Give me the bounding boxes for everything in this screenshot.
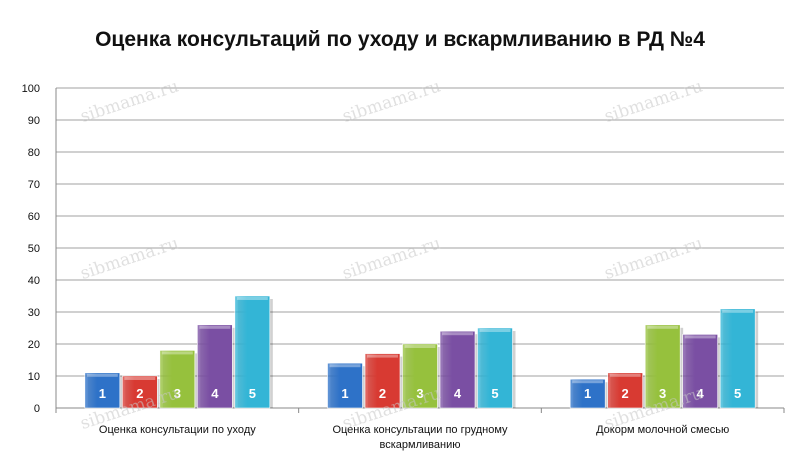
bar-labels: 1 2 3 4 5 1 2 3 4 5 1 2 3 4 5 (99, 386, 742, 401)
bar (197, 324, 233, 409)
bar-highlight (236, 297, 268, 300)
bar-highlight (161, 351, 193, 355)
bar (84, 372, 121, 409)
bar-highlight (609, 373, 641, 377)
bar (477, 327, 513, 409)
bar-highlight (329, 364, 361, 368)
y-tick-label: 80 (28, 147, 40, 159)
bar (569, 378, 606, 409)
bar-highlight (647, 325, 679, 329)
bar-highlight (442, 332, 473, 336)
bar-highlight (479, 329, 511, 332)
bar-highlight (684, 335, 716, 339)
bar (644, 324, 681, 409)
y-tick-label: 30 (28, 307, 40, 319)
bar-series-label: 1 (99, 386, 106, 401)
bar (719, 308, 756, 409)
bar (159, 350, 196, 409)
chart-title: Оценка консультаций по уходу и вскармлив… (95, 28, 705, 51)
bar-series-label: 2 (136, 386, 143, 401)
bar-series-label: 3 (174, 386, 181, 401)
bar-highlight (572, 380, 604, 384)
y-tick-label: 40 (28, 275, 40, 287)
bar-highlight (367, 354, 398, 358)
bar-series-label: 3 (659, 386, 666, 401)
bar-series-label: 4 (454, 386, 462, 401)
bar-series-label: 3 (416, 386, 423, 401)
bar (682, 334, 718, 409)
y-tick-label: 10 (28, 371, 40, 383)
bar-series-label: 2 (622, 386, 629, 401)
bar (327, 362, 363, 409)
bar (122, 375, 158, 409)
x-category-label: Докорм молочной смесью (596, 424, 730, 436)
y-tick-label: 90 (28, 115, 40, 127)
bar-series-label: 5 (734, 386, 741, 401)
bar-highlight (86, 373, 118, 377)
bar (402, 343, 438, 409)
y-tick-label: 0 (34, 403, 40, 415)
y-tick-label: 20 (28, 339, 40, 351)
y-tick-label: 60 (28, 211, 40, 223)
bar-series-label: 1 (584, 386, 591, 401)
bar (364, 353, 401, 409)
bar-highlight (404, 345, 436, 348)
bar-series-label: 2 (379, 386, 386, 401)
bar-highlight (199, 325, 231, 329)
bar-highlight (124, 377, 156, 380)
bar (234, 295, 271, 409)
y-tick-label: 100 (22, 83, 40, 95)
bar-highlight (722, 309, 754, 313)
bars (84, 295, 759, 409)
y-axis-ticks: 0 10 20 30 40 50 60 70 80 90 100 (22, 83, 40, 415)
bar (607, 372, 643, 409)
y-tick-label: 50 (28, 243, 40, 255)
bar (439, 330, 476, 409)
x-category-label: Оценка консультации по грудному вскармли… (332, 424, 508, 451)
x-category-label: Оценка консультации по уходу (98, 424, 256, 436)
bar-series-label: 5 (249, 386, 256, 401)
bar-series-label: 4 (211, 386, 219, 401)
bar-series-label: 5 (491, 386, 498, 401)
y-tick-label: 70 (28, 179, 40, 191)
bar-series-label: 1 (341, 386, 348, 401)
bar-series-label: 4 (697, 386, 705, 401)
